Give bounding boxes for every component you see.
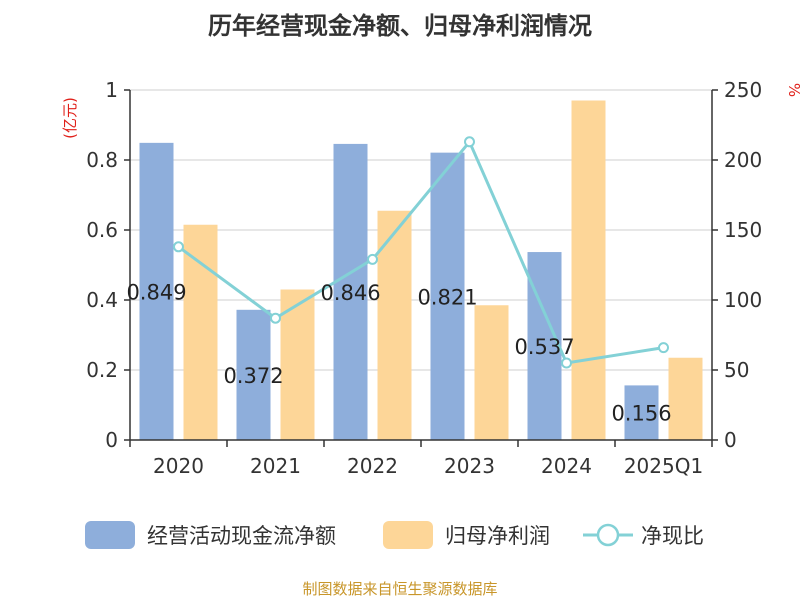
right-axis-tick-label: 0 [724, 428, 737, 452]
data-label: 0.537 [514, 335, 574, 359]
bar-net-profit [571, 100, 606, 440]
x-axis-tick-label: 2024 [541, 454, 592, 478]
data-label: 0.156 [611, 402, 671, 426]
bar-net-profit [474, 305, 509, 440]
legend-marker [596, 523, 620, 547]
bars [139, 100, 703, 440]
axes: 0 0.2 0.4 0.6 0.8 1 0 50 100 150 200 250 2020 2021 202… [86, 78, 762, 478]
bar-cashflow [333, 143, 368, 440]
x-axis-tick-label: 2020 [153, 454, 204, 478]
ratio-point [561, 357, 572, 369]
x-axis-tick-label: 2022 [347, 454, 398, 478]
data-labels: 0.849 0.372 0.846 0.821 0.537 0.156 [126, 280, 671, 425]
legend-label: 净现比 [641, 524, 704, 548]
chart-title: 历年经营现金净额、归母净利润情况 [208, 12, 592, 40]
x-axis-tick-label: 2021 [250, 454, 301, 478]
bar-net-profit [377, 210, 412, 440]
data-label: 0.372 [223, 364, 283, 388]
legend-label: 经营活动现金流净额 [147, 524, 336, 548]
bar-net-profit [280, 289, 315, 440]
bar-cashflow [624, 385, 659, 440]
bar-cashflow [139, 142, 174, 440]
right-axis-tick-label: 150 [724, 218, 762, 242]
left-axis-tick-label: 0.4 [86, 288, 118, 312]
bar-cashflow [236, 309, 271, 440]
data-label: 0.846 [320, 281, 380, 305]
right-axis-tick-label: 50 [724, 358, 749, 382]
source-note: 制图数据来自恒生聚源数据库 [302, 580, 497, 598]
grid [130, 89, 712, 371]
left-axis-unit: (亿元) [61, 97, 79, 139]
ratio-line-path [177, 138, 664, 365]
x-axis-tick-label: 2023 [444, 454, 495, 478]
ratio-point [173, 241, 184, 253]
legend-swatch [383, 521, 433, 549]
left-axis-tick-label: 1 [105, 78, 118, 102]
ratio-point [658, 342, 669, 354]
ratio-line [173, 136, 669, 369]
left-axis-tick-label: 0.6 [86, 218, 118, 242]
bar-cashflow [430, 152, 465, 440]
data-label: 0.821 [417, 285, 477, 309]
bar-net-profit [668, 357, 703, 440]
ratio-point [367, 253, 378, 265]
left-axis-tick-label: 0 [105, 428, 118, 452]
data-label: 0.849 [126, 280, 186, 304]
left-axis-tick-label: 0.2 [86, 358, 118, 382]
ratio-point [270, 312, 281, 324]
x-axis-tick-label: 2025Q1 [624, 454, 703, 478]
legend: 经营活动现金流净额 归母净利润 净现比 [85, 521, 704, 549]
right-axis-unit: % [785, 83, 800, 97]
right-axis-tick-label: 100 [724, 288, 762, 312]
ratio-point [464, 136, 475, 148]
right-axis-tick-label: 250 [724, 78, 762, 102]
bar-net-profit [183, 224, 218, 440]
left-axis-tick-label: 0.8 [86, 148, 118, 172]
legend-label: 归母净利润 [445, 524, 550, 548]
right-axis-tick-label: 200 [724, 148, 762, 172]
legend-swatch [85, 521, 135, 549]
